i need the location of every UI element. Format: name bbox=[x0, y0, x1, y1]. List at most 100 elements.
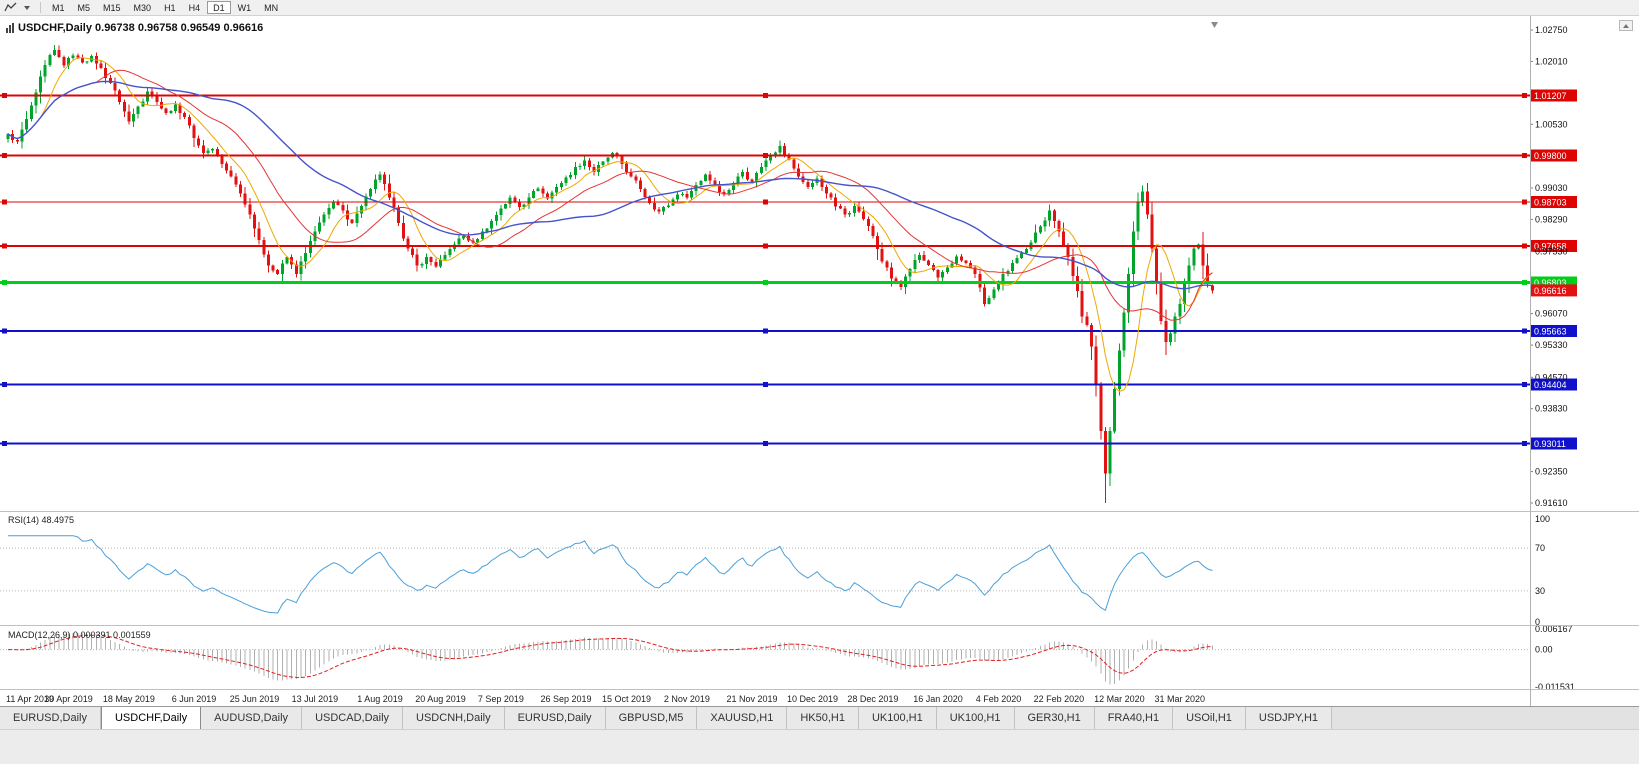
candle-body bbox=[327, 208, 331, 215]
horizontal-line-0.97658[interactable]: 0.97658 bbox=[0, 240, 1577, 253]
price-axis[interactable] bbox=[1531, 16, 1639, 706]
horizontal-line-0.95663[interactable]: 0.95663 bbox=[0, 324, 1577, 337]
line-handle[interactable] bbox=[2, 328, 7, 334]
line-handle[interactable] bbox=[763, 280, 768, 285]
timeframe-w1[interactable]: W1 bbox=[237, 3, 252, 13]
horizontal-line-0.99800[interactable]: 0.99800 bbox=[0, 149, 1577, 162]
tab-eurusd-daily[interactable]: EURUSD,Daily bbox=[504, 707, 606, 729]
line-handle[interactable] bbox=[2, 441, 7, 446]
timeframe-d1[interactable]: D1 bbox=[207, 1, 231, 14]
candle-body bbox=[108, 77, 112, 84]
line-handle[interactable] bbox=[1522, 328, 1527, 334]
line-handle[interactable] bbox=[1522, 280, 1527, 285]
line-handle[interactable] bbox=[1522, 93, 1527, 98]
moving-average-20 bbox=[7, 69, 1213, 321]
candle-body bbox=[518, 202, 521, 208]
candle-body bbox=[620, 155, 624, 164]
line-handle[interactable] bbox=[1522, 152, 1527, 158]
candle-body bbox=[1010, 263, 1014, 271]
line-handle[interactable] bbox=[1522, 381, 1527, 387]
dropdown-arrow-icon[interactable] bbox=[19, 1, 35, 14]
tab-uk100-h1[interactable]: UK100,H1 bbox=[858, 707, 937, 729]
candle-body bbox=[211, 148, 215, 151]
candle-body bbox=[1080, 291, 1084, 317]
timeframe-mn[interactable]: MN bbox=[264, 3, 279, 13]
horizontal-line-0.98703[interactable]: 0.98703 bbox=[0, 195, 1577, 208]
scroll-up-button[interactable] bbox=[1619, 20, 1633, 31]
candle-body bbox=[983, 287, 986, 304]
price-line-label: 0.99800 bbox=[1534, 151, 1567, 161]
macd-histogram bbox=[12, 633, 1213, 685]
candle-body bbox=[448, 249, 452, 255]
timeframe-m15[interactable]: M15 bbox=[103, 3, 121, 13]
line-handle[interactable] bbox=[2, 243, 7, 249]
price-line-label-chip bbox=[1531, 149, 1577, 162]
date-label: 16 Jan 2020 bbox=[913, 694, 963, 704]
tab-xauusd-h1[interactable]: XAUUSD,H1 bbox=[697, 707, 788, 729]
candle-body bbox=[127, 111, 131, 122]
line-handle[interactable] bbox=[2, 152, 7, 158]
line-handle[interactable] bbox=[763, 199, 768, 205]
line-handle[interactable] bbox=[2, 381, 7, 387]
tab-usdjpy-h1[interactable]: USDJPY,H1 bbox=[1245, 707, 1333, 729]
candle-body bbox=[987, 298, 991, 304]
candle-body bbox=[113, 83, 117, 91]
timeframe-h1[interactable]: H1 bbox=[164, 3, 176, 13]
line-handle[interactable] bbox=[2, 280, 7, 285]
tab-ger30-h1[interactable]: GER30,H1 bbox=[1014, 707, 1095, 729]
horizontal-line-1.01207[interactable]: 1.01207 bbox=[0, 89, 1577, 102]
tab-hk50-h1[interactable]: HK50,H1 bbox=[787, 707, 859, 729]
rsi-axis-tick: 30 bbox=[1535, 586, 1545, 596]
line-handle[interactable] bbox=[2, 93, 7, 98]
tab-fra40-h1[interactable]: FRA40,H1 bbox=[1094, 707, 1174, 729]
candle-body bbox=[592, 166, 596, 173]
candle-body bbox=[25, 119, 29, 130]
timeframe-h4[interactable]: H4 bbox=[188, 3, 201, 13]
date-label: 21 Nov 2019 bbox=[726, 694, 777, 704]
tab-gbpusd-m5[interactable]: GBPUSD,M5 bbox=[605, 707, 698, 729]
candle-body bbox=[945, 267, 949, 272]
line-handle[interactable] bbox=[763, 381, 768, 387]
line-handle[interactable] bbox=[1522, 243, 1527, 249]
line-handle[interactable] bbox=[763, 152, 768, 158]
candle-body bbox=[625, 163, 628, 172]
macd-axis-tick: -0.011531 bbox=[1535, 682, 1575, 692]
candle-body bbox=[1155, 248, 1159, 283]
tab-usdcad-daily[interactable]: USDCAD,Daily bbox=[302, 707, 404, 729]
candle-body bbox=[1187, 265, 1191, 283]
horizontal-line-0.93011[interactable]: 0.93011 bbox=[0, 437, 1577, 450]
chart-shift-marker-icon[interactable] bbox=[1211, 22, 1218, 28]
line-handle[interactable] bbox=[1522, 199, 1527, 205]
tab-audusd-daily[interactable]: AUDUSD,Daily bbox=[201, 707, 303, 729]
moving-average-45 bbox=[7, 80, 1213, 290]
candle-body bbox=[136, 106, 140, 114]
tab-usdchf-daily[interactable]: USDCHF,Daily bbox=[100, 707, 202, 729]
candle-body bbox=[485, 228, 489, 232]
timeframe-m30[interactable]: M30 bbox=[133, 3, 152, 13]
line-handle[interactable] bbox=[763, 441, 768, 446]
line-handle[interactable] bbox=[763, 93, 768, 98]
line-handle[interactable] bbox=[1522, 441, 1527, 446]
tab-uk100-h1[interactable]: UK100,H1 bbox=[936, 707, 1015, 729]
candle-body bbox=[527, 197, 531, 205]
line-handle[interactable] bbox=[2, 199, 7, 205]
horizontal-line-0.94404[interactable]: 0.94404 bbox=[0, 378, 1577, 391]
timeframe-m1[interactable]: M1 bbox=[52, 3, 65, 13]
horizontal-line-0.96803[interactable]: 0.96803 bbox=[0, 276, 1577, 289]
timeframe-m5[interactable]: M5 bbox=[77, 3, 91, 13]
candlestick-series bbox=[6, 44, 1214, 503]
line-handle[interactable] bbox=[763, 243, 768, 249]
line-handle[interactable] bbox=[763, 328, 768, 334]
chart-tool-icon[interactable] bbox=[2, 1, 18, 14]
candle-body bbox=[750, 179, 754, 182]
tab-usoil-h1[interactable]: USOil,H1 bbox=[1173, 707, 1246, 729]
candle-body bbox=[1015, 258, 1019, 264]
chart-icon bbox=[6, 23, 14, 33]
candle-body bbox=[676, 194, 680, 200]
tab-eurusd-daily[interactable]: EURUSD,Daily bbox=[0, 707, 101, 729]
candle-body bbox=[229, 170, 233, 177]
candle-body bbox=[787, 154, 791, 160]
tab-usdcnh-daily[interactable]: USDCNH,Daily bbox=[403, 707, 505, 729]
